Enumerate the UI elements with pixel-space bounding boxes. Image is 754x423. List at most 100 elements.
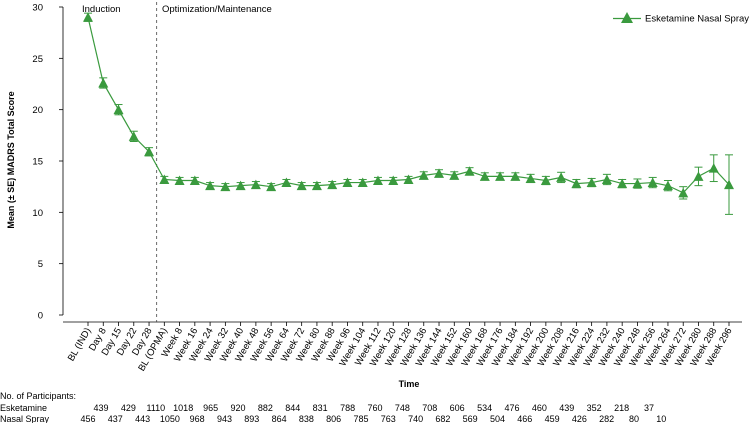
data-point-marker	[83, 12, 93, 22]
data-point-marker	[525, 173, 536, 183]
data-point-marker	[327, 179, 338, 190]
participant-count: 806	[326, 414, 341, 423]
data-point-marker	[357, 177, 368, 188]
data-point-marker	[632, 178, 643, 189]
x-axis-title: Time	[399, 379, 420, 389]
participant-count: 10	[656, 414, 666, 423]
data-point-marker	[205, 180, 216, 191]
participant-count: 429	[121, 403, 136, 413]
phase-label-induction: Induction	[82, 4, 121, 15]
data-point-marker	[220, 181, 231, 192]
data-point-marker	[586, 177, 597, 188]
participant-count: 282	[599, 414, 614, 423]
data-point-marker	[128, 131, 139, 141]
phase-label-maintenance: Optimization/Maintenance	[162, 4, 272, 15]
data-point-marker	[724, 179, 734, 190]
participant-count: 439	[93, 403, 108, 413]
participant-count: 1018	[173, 403, 193, 413]
y-tick-label: 25	[32, 54, 43, 65]
participant-count: 760	[367, 403, 382, 413]
data-point-marker	[495, 171, 506, 181]
participant-count: 80	[629, 414, 639, 423]
participant-count: 893	[244, 414, 259, 423]
participant-count: 456	[80, 414, 95, 423]
participant-count: 785	[353, 414, 368, 423]
participant-count: 569	[463, 414, 478, 423]
participants-heading: No. of Participants:	[0, 391, 76, 401]
participant-count: 466	[517, 414, 532, 423]
data-point-marker	[296, 180, 307, 191]
participant-count: 763	[381, 414, 396, 423]
data-point-marker	[449, 170, 460, 180]
legend-label: Esketamine Nasal Spray	[645, 14, 749, 25]
data-point-marker	[98, 77, 109, 88]
participant-count: 504	[490, 414, 505, 423]
participant-count: 708	[422, 403, 437, 413]
participant-count: 788	[340, 403, 355, 413]
data-point-marker	[708, 163, 719, 173]
data-point-marker	[266, 181, 277, 192]
participant-count: 864	[272, 414, 287, 423]
series-line	[87, 17, 730, 194]
participants-table: No. of Participants: Esketamine Nasal Sp…	[0, 391, 666, 423]
data-point-marker	[510, 171, 521, 181]
participant-count: 844	[285, 403, 300, 413]
y-tick-label: 5	[38, 259, 43, 270]
data-point-marker	[235, 180, 246, 191]
participants-row-label-1: Esketamine	[0, 403, 47, 413]
participant-count: 920	[230, 403, 245, 413]
data-point-marker	[434, 168, 445, 178]
participant-count: 37	[644, 403, 654, 413]
data-point-marker	[601, 174, 612, 184]
data-point-marker	[693, 171, 704, 181]
participants-row-1-values: 439 429 1110 1018 965 920 882 844 831 788 760 748 70…	[93, 403, 654, 413]
participant-count: 437	[108, 414, 123, 423]
data-point-marker	[250, 179, 261, 190]
data-point-marker	[281, 177, 292, 188]
data-point-marker	[617, 178, 628, 189]
participant-count: 439	[559, 403, 574, 413]
participants-row-label-2: Nasal Spray	[0, 414, 50, 423]
y-tick-label: 20	[32, 105, 43, 116]
data-point-marker	[556, 172, 567, 182]
participants-row-2-values: 456 437 443 1050 968 943 893 864 838 806 785 763 740…	[80, 414, 666, 423]
participant-count: 1050	[160, 414, 180, 423]
participant-count: 352	[587, 403, 602, 413]
data-point-marker	[479, 171, 490, 181]
participant-count: 943	[217, 414, 232, 423]
participant-count: 831	[313, 403, 328, 413]
series-layer	[83, 12, 734, 215]
data-point-marker	[540, 175, 551, 186]
participant-count: 218	[614, 403, 629, 413]
legend: Esketamine Nasal Spray	[613, 12, 749, 25]
participant-count: 682	[435, 414, 450, 423]
participant-count: 443	[135, 414, 150, 423]
data-point-marker	[403, 174, 414, 184]
participant-count: 534	[477, 403, 492, 413]
data-point-marker	[388, 175, 399, 186]
participant-count: 968	[190, 414, 205, 423]
data-point-marker	[418, 170, 429, 180]
participant-count: 426	[572, 414, 587, 423]
participant-count: 965	[203, 403, 218, 413]
participant-count: 882	[258, 403, 273, 413]
y-tick-label: 10	[32, 208, 43, 219]
data-point-marker	[311, 180, 322, 191]
data-point-marker	[159, 174, 170, 184]
y-tick-label: 30	[32, 3, 43, 14]
data-point-marker	[662, 180, 673, 191]
legend-marker	[621, 12, 633, 23]
data-point-marker	[189, 175, 200, 186]
participant-count: 740	[408, 414, 423, 423]
y-axis: 0 5 10 15 20 25 30	[32, 3, 64, 322]
participant-count: 476	[504, 403, 519, 413]
data-point-marker	[678, 187, 689, 198]
participant-count: 748	[395, 403, 410, 413]
data-point-marker	[113, 104, 124, 115]
data-point-marker	[571, 178, 582, 189]
y-tick-label: 0	[38, 311, 43, 322]
data-point-marker	[144, 146, 155, 157]
participant-count: 460	[532, 403, 547, 413]
